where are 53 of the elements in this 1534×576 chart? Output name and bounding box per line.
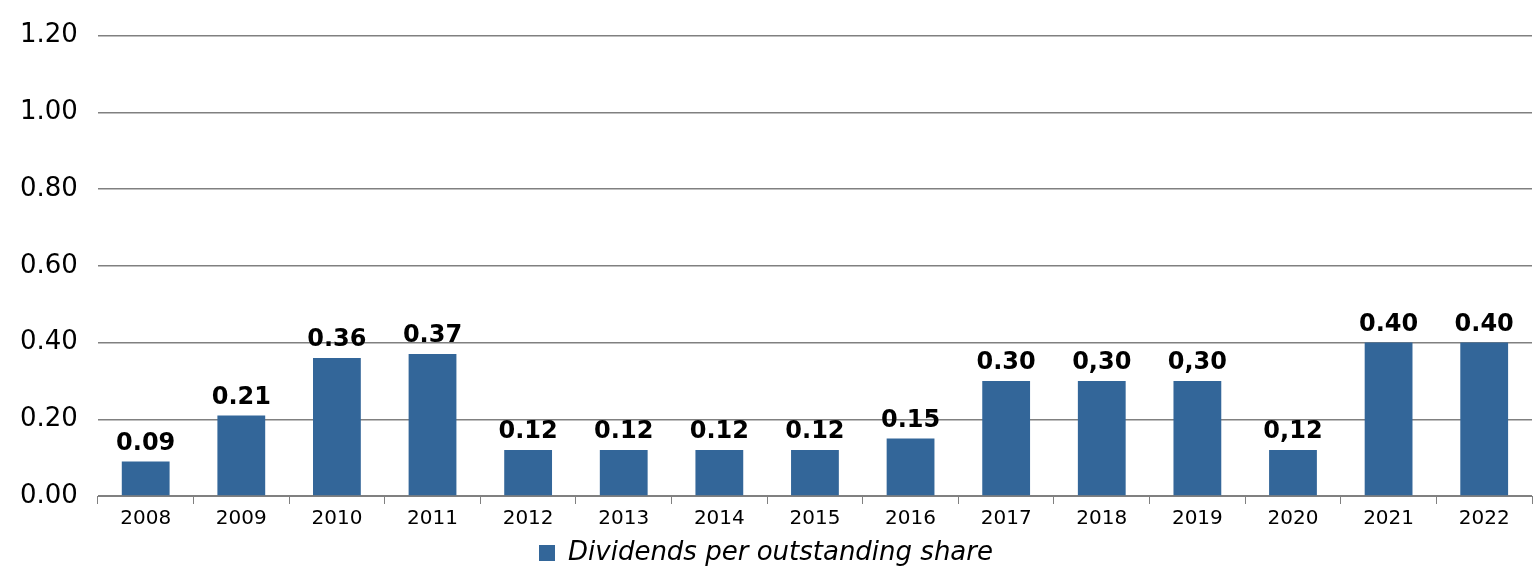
data-label: 0.36: [307, 324, 367, 353]
data-label: 0.21: [211, 381, 271, 410]
data-label: 0.15: [880, 404, 941, 433]
bar: [1269, 449, 1317, 496]
bar: [408, 354, 457, 496]
x-tick-label: 2008: [120, 505, 172, 530]
y-tick-label: 1.20: [20, 18, 78, 49]
x-tick-label: 2019: [1171, 505, 1223, 530]
y-tick-label: 0.60: [20, 248, 78, 279]
bar: [886, 438, 935, 496]
x-tick-label: 2017: [980, 505, 1032, 530]
data-label: 0.12: [594, 416, 654, 445]
data-label: 0,30: [1167, 347, 1227, 376]
x-tick-label: 2014: [693, 505, 745, 530]
bar: [313, 357, 361, 496]
x-tick-label: 2022: [1458, 505, 1510, 530]
data-label: 0.30: [976, 347, 1036, 376]
bar: [1077, 380, 1126, 496]
data-label: 0.09: [116, 427, 176, 456]
x-tick-label: 2009: [215, 505, 267, 530]
y-tick-label: 0.40: [20, 325, 78, 356]
bar: [1460, 342, 1509, 496]
x-tick-label: 2012: [502, 505, 554, 530]
x-tick-label: 2015: [789, 505, 841, 530]
bar: [1364, 342, 1413, 496]
data-label: 0.40: [1454, 308, 1514, 337]
data-label: 0.12: [785, 416, 845, 445]
y-tick-label: 1.00: [20, 95, 78, 126]
bar: [599, 449, 648, 496]
data-label: 0.37: [402, 320, 463, 349]
x-tick-label: 2016: [885, 505, 937, 530]
data-label: 0,30: [1072, 347, 1132, 376]
x-tick-label: 2013: [598, 505, 650, 530]
y-tick-label: 0.00: [20, 478, 78, 509]
x-tick-label: 2018: [1076, 505, 1128, 530]
bar: [121, 461, 170, 496]
bar: [217, 415, 266, 496]
data-label: 0.12: [689, 416, 749, 445]
data-label: 0.12: [498, 416, 558, 445]
y-tick-label: 0.80: [20, 171, 78, 202]
bar: [504, 449, 553, 496]
legend-label: Dividends per outstanding share: [568, 535, 993, 566]
x-tick-label: 2010: [311, 505, 363, 530]
x-tick-label: 2020: [1267, 505, 1319, 530]
x-tick-label: 2011: [407, 505, 458, 530]
bar: [791, 449, 839, 496]
y-tick-label: 0.20: [20, 402, 78, 433]
bar: [982, 380, 1031, 496]
data-label: 0.40: [1358, 308, 1419, 337]
data-label: 0,12: [1263, 416, 1323, 445]
bar: [1173, 380, 1222, 496]
x-tick-label: 2021: [1363, 505, 1415, 530]
bar: [695, 449, 744, 496]
